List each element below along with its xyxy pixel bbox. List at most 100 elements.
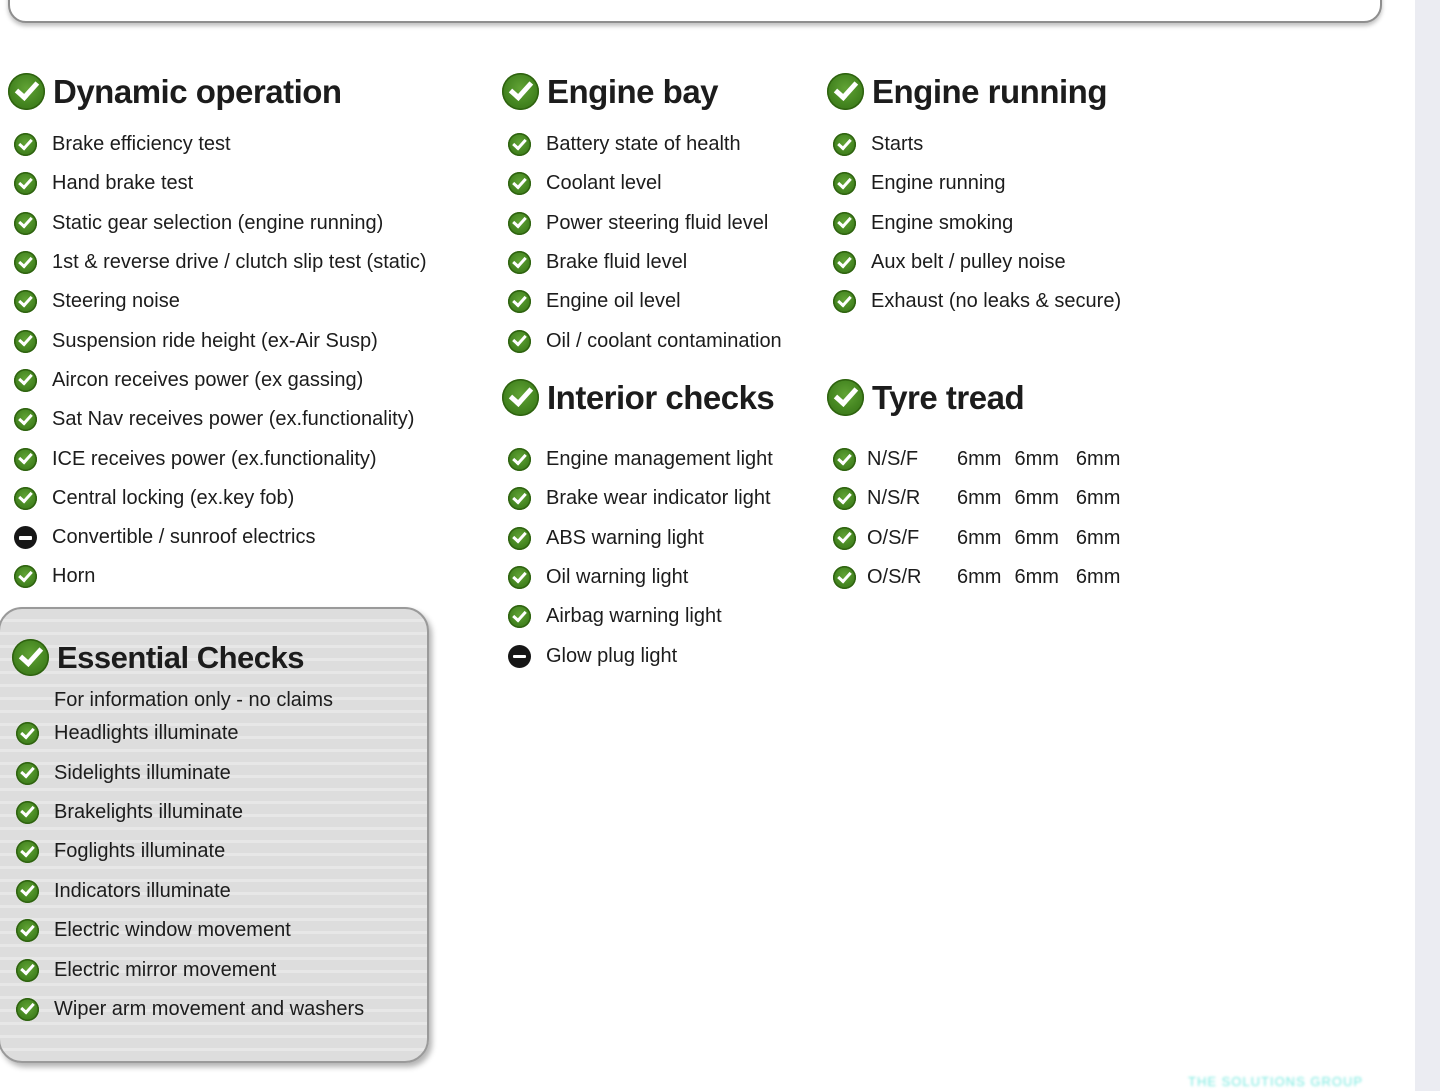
check-icon bbox=[14, 368, 37, 392]
watermark-text: THE SOLUTIONS GROUP bbox=[1188, 1074, 1364, 1089]
section-subtitle: For information only - no claims bbox=[54, 689, 333, 711]
check-icon bbox=[14, 290, 37, 314]
essential-checks-box: Essential Checks For information only - … bbox=[0, 607, 429, 1063]
check-list: Starts Engine running Engine smoking Aux… bbox=[827, 125, 1121, 321]
check-item: 1st & reverse drive / clutch slip test (… bbox=[8, 243, 427, 282]
section-title: Tyre tread bbox=[872, 378, 1025, 416]
item-label: Steering noise bbox=[52, 290, 180, 313]
check-icon bbox=[833, 290, 856, 314]
section-title: Engine bay bbox=[547, 72, 719, 110]
check-item: Sidelights illuminate bbox=[10, 753, 420, 792]
item-label: Battery state of health bbox=[546, 133, 741, 156]
section-header: Interior checks bbox=[502, 379, 775, 416]
item-label: Aux belt / pulley noise bbox=[871, 251, 1066, 274]
check-item: Brake fluid level bbox=[502, 243, 782, 282]
section-title: Dynamic operation bbox=[53, 72, 342, 110]
check-list: Brake efficiency test Hand brake test St… bbox=[8, 125, 427, 597]
item-label: Foglights illuminate bbox=[54, 840, 226, 863]
check-item: Brake efficiency test bbox=[8, 125, 427, 164]
item-label: Oil warning light bbox=[546, 566, 689, 589]
check-circle-icon bbox=[12, 639, 49, 676]
item-label: Engine running bbox=[871, 172, 1006, 195]
item-label: Aircon receives power (ex gassing) bbox=[52, 368, 364, 391]
check-item: Steering noise bbox=[8, 282, 427, 321]
tyre-tread-list: N/S/F 6mm 6mm 6mm N/S/R 6mm 6mm 6mm O/S/… bbox=[827, 440, 1133, 597]
tyre-row: N/S/R 6mm 6mm 6mm bbox=[827, 479, 1133, 518]
check-item: Coolant level bbox=[502, 164, 782, 203]
check-item: Power steering fluid level bbox=[502, 204, 782, 243]
tread-depth-value: 6mm bbox=[957, 526, 1002, 549]
section-dynamic-operation: Dynamic operation Brake efficiency test … bbox=[8, 73, 427, 597]
item-label: Brake efficiency test bbox=[52, 133, 231, 156]
item-label: Power steering fluid level bbox=[546, 211, 769, 234]
check-icon bbox=[14, 486, 37, 510]
check-icon bbox=[833, 133, 856, 157]
check-item: Engine running bbox=[827, 164, 1121, 203]
item-label: Airbag warning light bbox=[546, 605, 722, 628]
tread-depth-value: 6mm bbox=[1075, 526, 1121, 549]
tyre-position-label: N/S/R bbox=[867, 487, 921, 510]
item-label: Brakelights illuminate bbox=[54, 800, 243, 823]
check-item: Exhaust (no leaks & secure) bbox=[827, 282, 1121, 321]
check-item: Brakelights illuminate bbox=[10, 793, 420, 832]
tread-depth-value: 6mm bbox=[957, 487, 1002, 510]
item-label: ABS warning light bbox=[546, 526, 704, 549]
item-label: Sidelights illuminate bbox=[54, 761, 231, 784]
section-interior-checks: Interior checks Engine management light … bbox=[502, 379, 775, 676]
check-circle-icon bbox=[827, 379, 864, 416]
check-icon bbox=[508, 526, 531, 550]
item-label: Engine management light bbox=[546, 448, 773, 471]
item-label: Static gear selection (engine running) bbox=[52, 211, 384, 234]
check-icon bbox=[16, 800, 39, 824]
check-icon bbox=[833, 211, 856, 235]
item-label: Convertible / sunroof electrics bbox=[52, 526, 316, 549]
section-tyre-tread: Tyre tread N/S/F 6mm 6mm 6mm N/S/R 6mm 6… bbox=[827, 379, 1133, 597]
check-item: Battery state of health bbox=[502, 125, 782, 164]
item-label: Brake fluid level bbox=[546, 251, 688, 274]
check-icon bbox=[16, 919, 39, 943]
check-icon bbox=[508, 329, 531, 353]
check-item: Indicators illuminate bbox=[10, 872, 420, 911]
tread-depth-value: 6mm bbox=[1014, 566, 1059, 589]
check-item: Headlights illuminate bbox=[10, 714, 420, 753]
tyre-row: O/S/R 6mm 6mm 6mm bbox=[827, 558, 1133, 597]
check-icon bbox=[16, 761, 39, 785]
check-icon bbox=[14, 565, 37, 589]
check-icon bbox=[16, 840, 39, 864]
section-title: Engine running bbox=[872, 72, 1107, 110]
section-title: Essential Checks bbox=[57, 639, 305, 675]
tyre-row: O/S/F 6mm 6mm 6mm bbox=[827, 519, 1133, 558]
item-label: Oil / coolant contamination bbox=[546, 329, 782, 352]
check-icon bbox=[16, 997, 39, 1021]
page-edge-strip bbox=[1415, 0, 1440, 1091]
section-header: Engine bay bbox=[502, 73, 782, 110]
check-item: Electric mirror movement bbox=[10, 950, 420, 989]
check-icon bbox=[508, 487, 531, 511]
check-list: Battery state of health Coolant level Po… bbox=[502, 125, 782, 361]
tread-depth-value: 6mm bbox=[1014, 448, 1059, 471]
section-engine-bay: Engine bay Battery state of health Coola… bbox=[502, 73, 782, 361]
tyre-position-label: N/S/F bbox=[867, 448, 919, 471]
check-icon bbox=[508, 251, 531, 275]
check-icon bbox=[16, 879, 39, 903]
item-label: Suspension ride height (ex-Air Susp) bbox=[52, 329, 378, 352]
section-engine-running: Engine running Starts Engine running Eng… bbox=[827, 73, 1121, 321]
item-label: Exhaust (no leaks & secure) bbox=[871, 290, 1122, 313]
check-item: Static gear selection (engine running) bbox=[8, 204, 427, 243]
section-header: Tyre tread bbox=[827, 379, 1133, 416]
check-circle-icon bbox=[502, 73, 539, 110]
tyre-row: N/S/F 6mm 6mm 6mm bbox=[827, 440, 1133, 479]
item-label: Engine smoking bbox=[871, 211, 1014, 234]
check-item: Brake wear indicator light bbox=[502, 479, 774, 518]
check-circle-icon bbox=[827, 73, 864, 110]
check-item: Engine smoking bbox=[827, 204, 1121, 243]
item-label: Horn bbox=[52, 565, 96, 588]
item-label: ICE receives power (ex.functionality) bbox=[52, 447, 377, 470]
item-label: Indicators illuminate bbox=[54, 879, 231, 902]
check-item: Horn bbox=[8, 557, 427, 596]
check-icon bbox=[508, 133, 531, 157]
check-list: Headlights illuminate Sidelights illumin… bbox=[10, 714, 420, 1029]
check-item: Wiper arm movement and washers bbox=[10, 990, 420, 1029]
check-item: Engine oil level bbox=[502, 282, 782, 321]
